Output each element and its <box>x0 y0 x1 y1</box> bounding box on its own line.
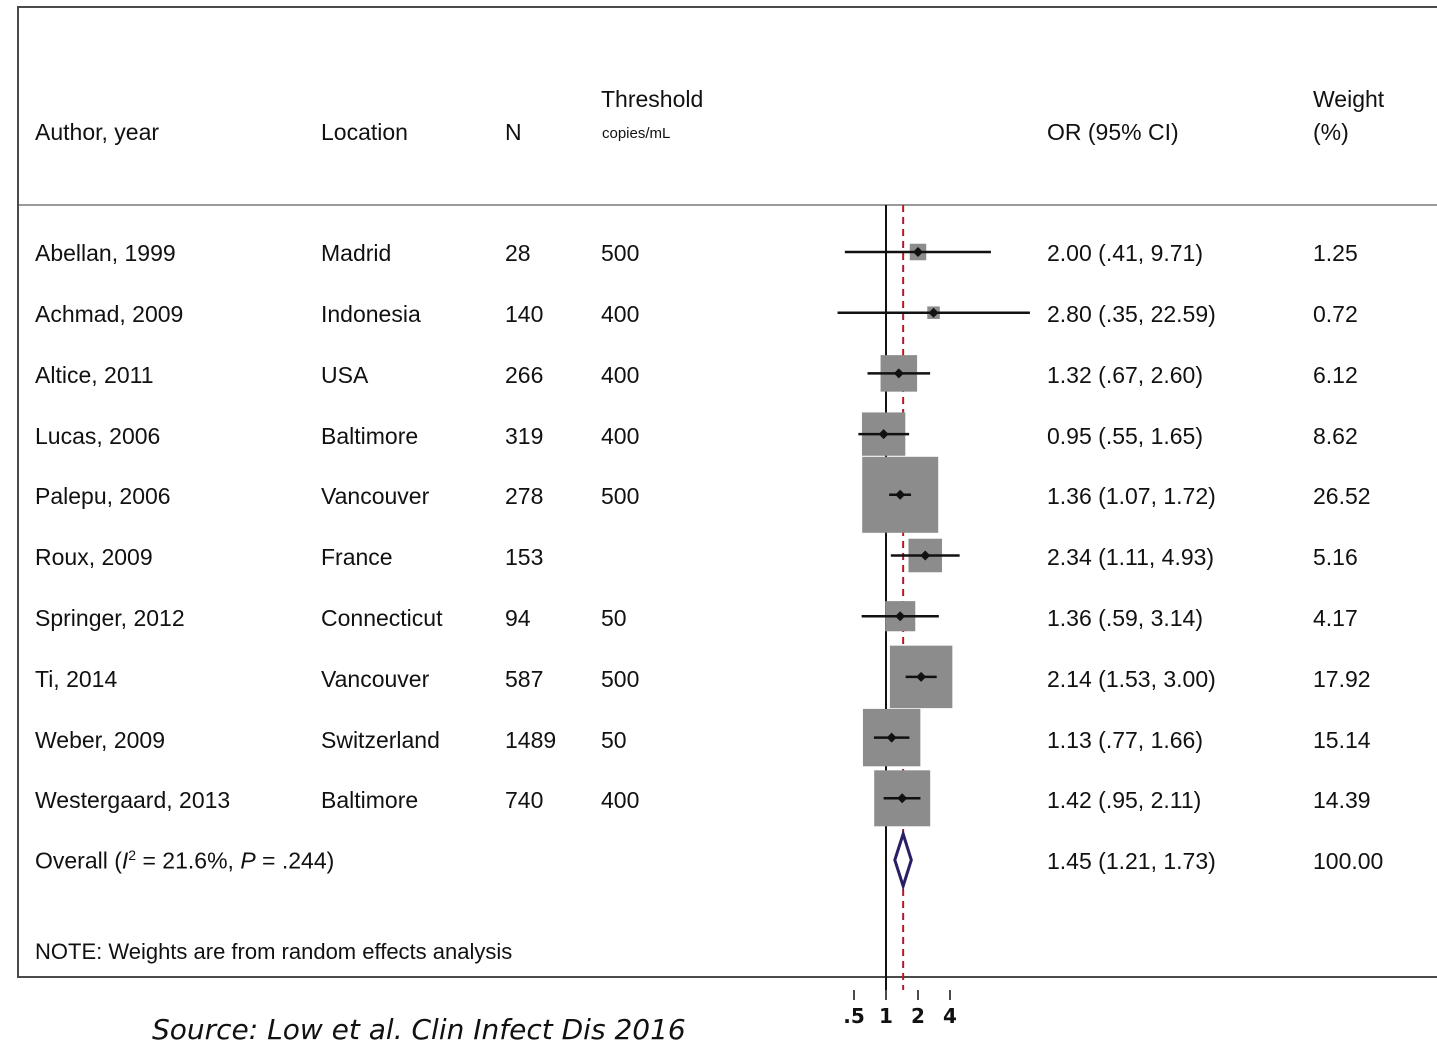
row-or: 2.14 (1.53, 3.00) <box>1047 666 1216 692</box>
overall-label: Overall (I2 = 21.6%, P = .244) <box>35 847 335 874</box>
row-author: Ti, 2014 <box>35 666 118 692</box>
study-point-estimate <box>895 489 906 500</box>
row-n: 740 <box>505 787 544 813</box>
row-threshold: 500 <box>601 666 640 692</box>
row-threshold: 500 <box>601 240 640 266</box>
row-threshold: 400 <box>601 301 640 327</box>
row-weight: 1.25 <box>1313 240 1358 266</box>
study-point-estimate <box>886 732 897 743</box>
row-or: 1.36 (.59, 3.14) <box>1047 605 1203 631</box>
row-weight: 6.12 <box>1313 362 1358 388</box>
study-point-estimate <box>928 307 939 318</box>
header-threshold: Threshold <box>601 86 704 112</box>
row-threshold: 50 <box>601 605 627 631</box>
row-n: 587 <box>505 666 544 692</box>
row-weight: 4.17 <box>1313 605 1358 631</box>
header-location: Location <box>321 119 408 145</box>
study-point-estimate <box>913 247 923 257</box>
row-location: Indonesia <box>321 301 421 327</box>
row-weight: 5.16 <box>1313 544 1358 570</box>
row-n: 319 <box>505 423 544 449</box>
overall-diamond <box>893 829 913 891</box>
row-author: Roux, 2009 <box>35 544 153 570</box>
row-author: Weber, 2009 <box>35 727 166 753</box>
row-threshold: 50 <box>601 727 627 753</box>
header-divider <box>19 204 1437 206</box>
row-n: 140 <box>505 301 544 327</box>
row-location: Connecticut <box>321 605 443 631</box>
row-threshold: 500 <box>601 483 640 509</box>
study-point-estimate <box>878 429 889 440</box>
row-author: Springer, 2012 <box>35 605 185 631</box>
row-location: Switzerland <box>321 727 440 753</box>
study-point-estimate <box>916 671 927 682</box>
row-n: 266 <box>505 362 544 388</box>
row-n: 278 <box>505 483 544 509</box>
row-n: 1489 <box>505 727 557 753</box>
row-threshold: 400 <box>601 787 640 813</box>
header-or: OR (95% CI) <box>1047 119 1179 145</box>
row-author: Abellan, 1999 <box>35 240 176 266</box>
row-location: France <box>321 544 393 570</box>
study-point-estimate <box>920 550 931 561</box>
header-threshold-unit: copies/mL <box>602 125 671 142</box>
row-location: USA <box>321 362 369 388</box>
analysis-note: NOTE: Weights are from random effects an… <box>35 939 513 964</box>
row-or: 1.36 (1.07, 1.72) <box>1047 483 1216 509</box>
row-or: 1.13 (.77, 1.66) <box>1047 727 1203 753</box>
study-point-estimate <box>897 793 908 804</box>
row-weight: 26.52 <box>1313 483 1371 509</box>
header-n: N <box>505 119 522 145</box>
header-author: Author, year <box>35 119 160 145</box>
row-threshold: 400 <box>601 423 640 449</box>
row-author: Lucas, 2006 <box>35 423 161 449</box>
row-author: Palepu, 2006 <box>35 483 171 509</box>
row-or: 2.00 (.41, 9.71) <box>1047 240 1203 266</box>
row-n: 28 <box>505 240 531 266</box>
header-weight: Weight <box>1313 86 1385 112</box>
overall-weight: 100.00 <box>1313 848 1384 874</box>
row-or: 1.32 (.67, 2.60) <box>1047 362 1203 388</box>
study-point-estimate <box>893 368 904 379</box>
row-weight: 0.72 <box>1313 301 1358 327</box>
row-location: Baltimore <box>321 423 419 449</box>
row-location: Vancouver <box>321 666 430 692</box>
row-weight: 14.39 <box>1313 787 1371 813</box>
overall-or: 1.45 (1.21, 1.73) <box>1047 848 1216 874</box>
x-axis-tick-label: 2 <box>911 1004 925 1028</box>
row-location: Baltimore <box>321 787 419 813</box>
row-weight: 8.62 <box>1313 423 1358 449</box>
study-point-estimate <box>895 611 906 622</box>
row-weight: 15.14 <box>1313 727 1371 753</box>
row-author: Altice, 2011 <box>35 362 154 388</box>
row-author: Westergaard, 2013 <box>35 787 231 813</box>
row-weight: 17.92 <box>1313 666 1371 692</box>
row-location: Vancouver <box>321 483 430 509</box>
row-threshold: 400 <box>601 362 640 388</box>
header-weight-unit: (%) <box>1313 119 1349 145</box>
row-or: 2.80 (.35, 22.59) <box>1047 301 1216 327</box>
row-or: 1.42 (.95, 2.11) <box>1047 787 1202 813</box>
x-axis-tick-label: 1 <box>879 1004 893 1028</box>
x-axis-tick-label: 4 <box>943 1004 957 1028</box>
row-n: 153 <box>505 544 544 570</box>
row-or: 0.95 (.55, 1.65) <box>1047 423 1203 449</box>
row-author: Achmad, 2009 <box>35 301 184 327</box>
row-location: Madrid <box>321 240 392 266</box>
row-n: 94 <box>505 605 531 631</box>
plot-frame <box>17 6 1437 978</box>
x-axis-tick-label: .5 <box>843 1004 865 1028</box>
row-or: 2.34 (1.11, 4.93) <box>1047 544 1215 570</box>
